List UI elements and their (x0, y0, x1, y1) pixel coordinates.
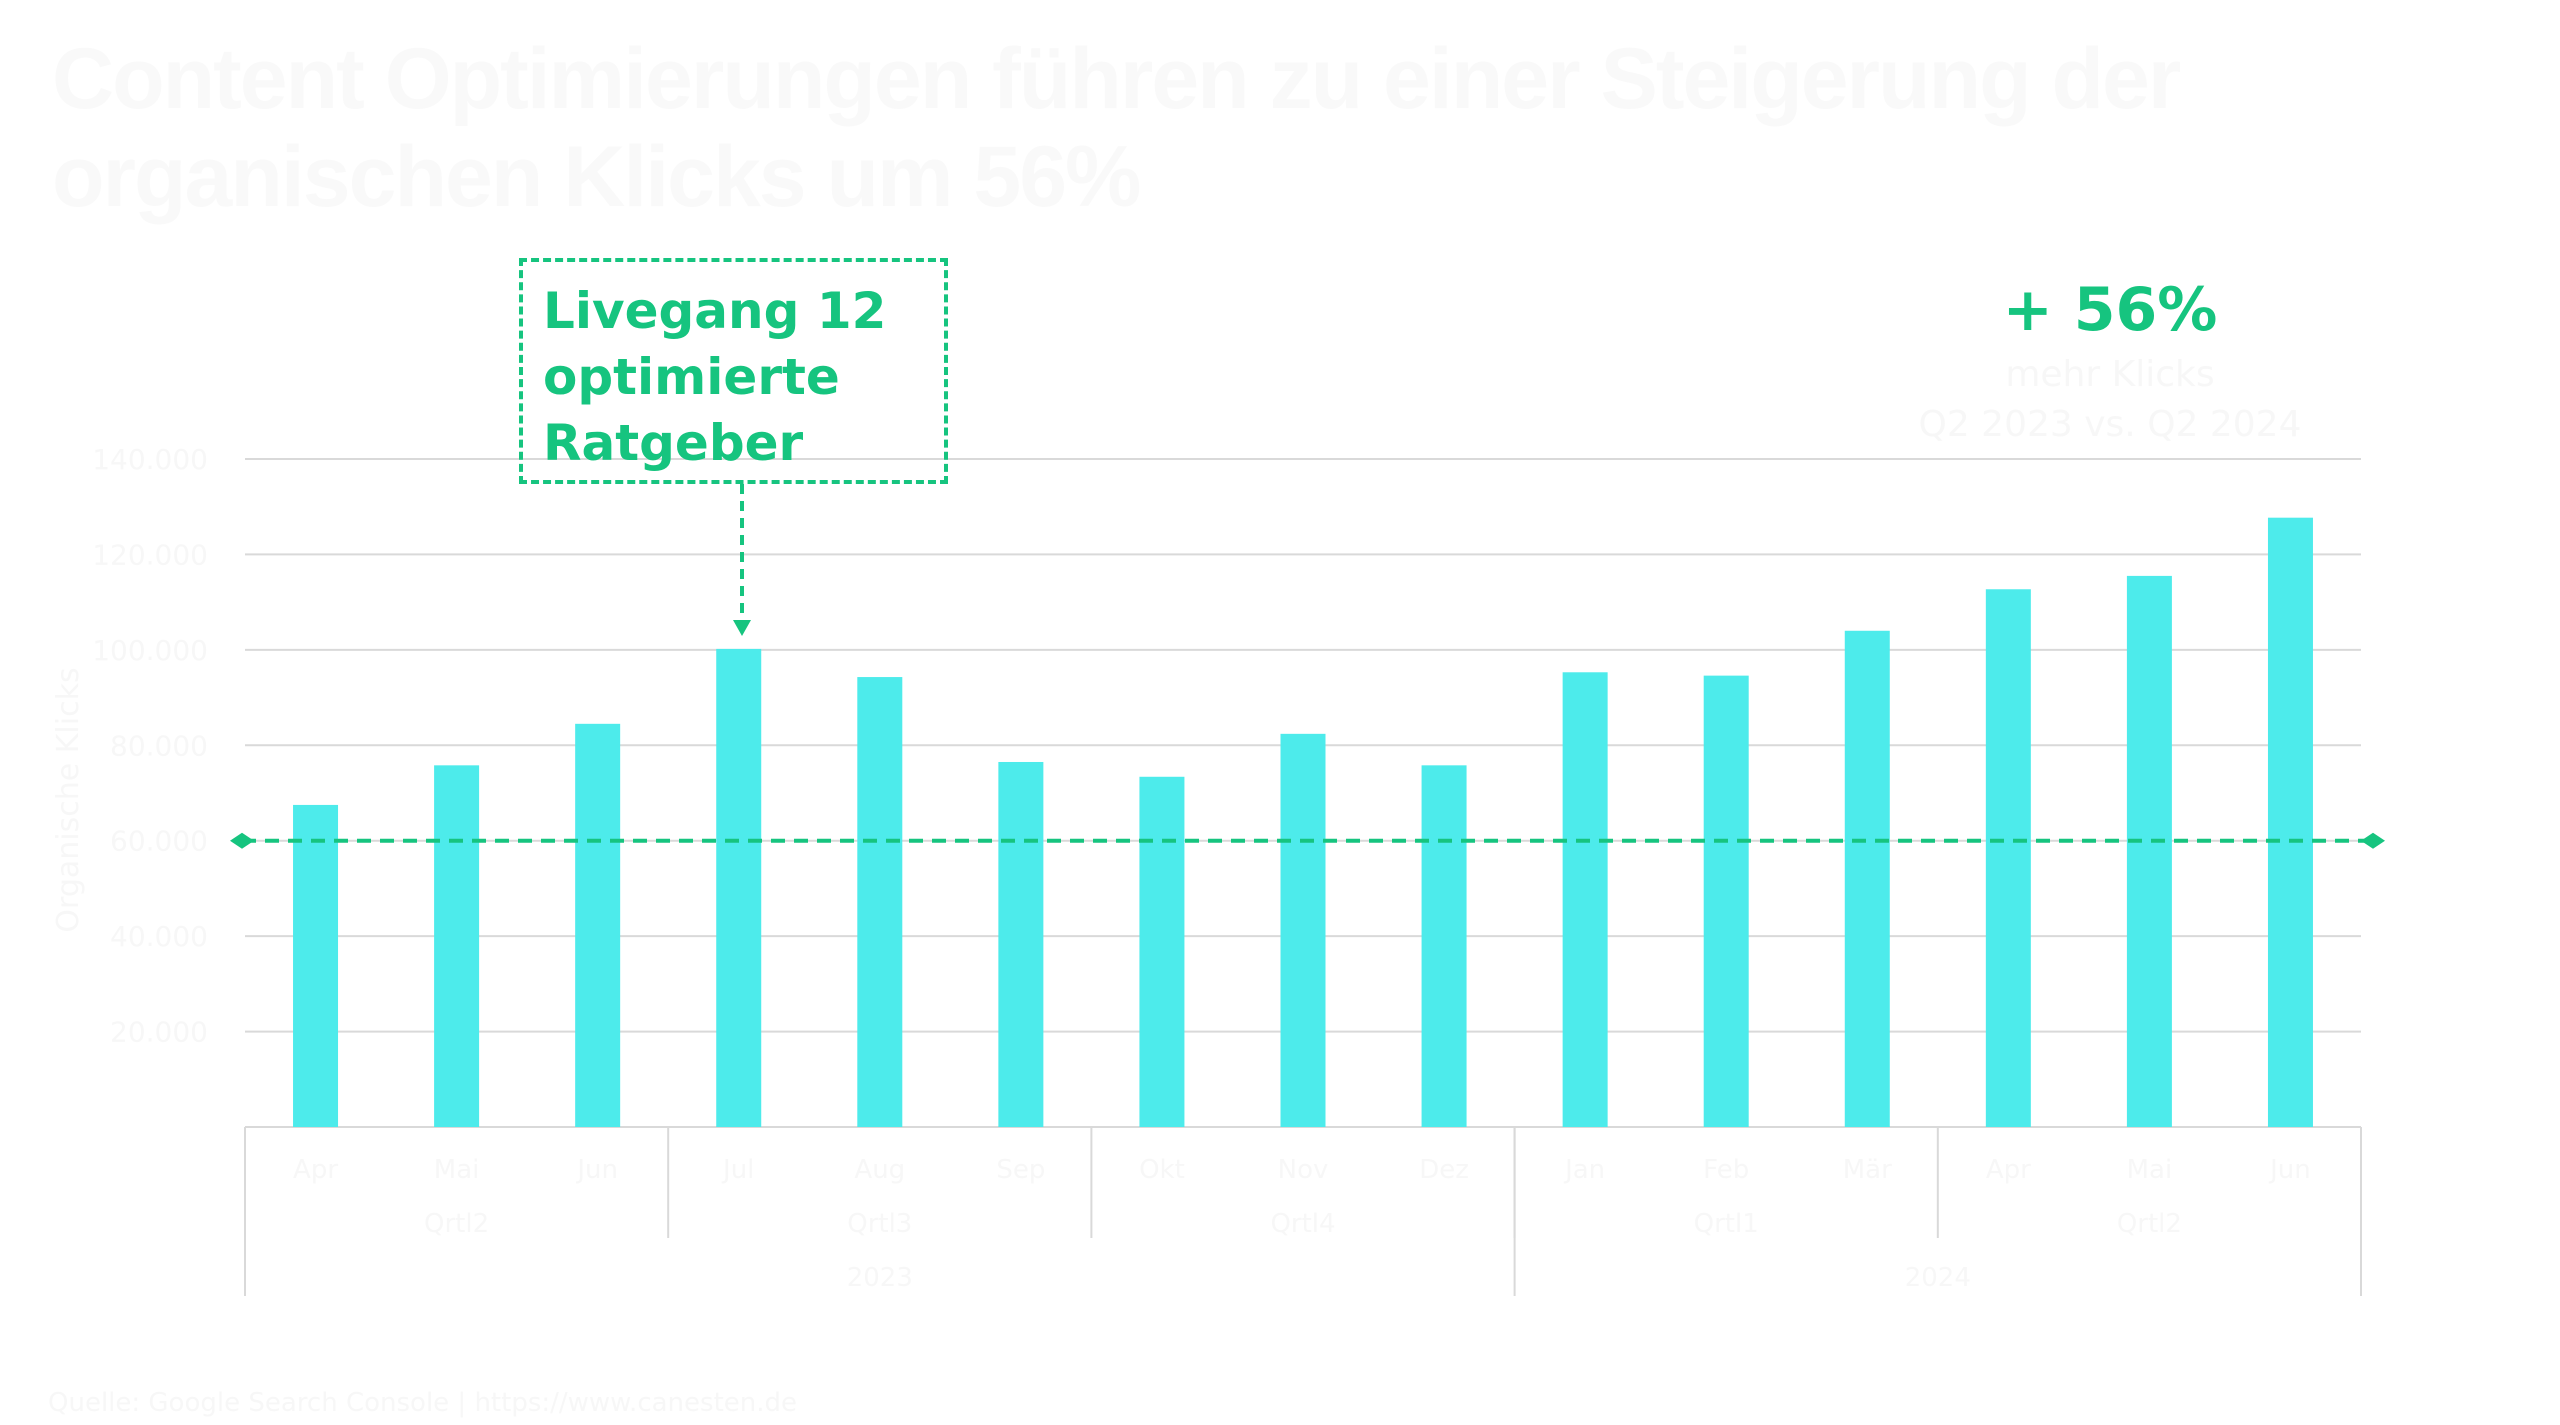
diamond-marker-left (230, 832, 254, 849)
bar (1139, 776, 1185, 1127)
x-tick-label: Mär (1843, 1155, 1892, 1185)
bar (293, 804, 339, 1127)
bar (1421, 765, 1467, 1127)
bar (2126, 575, 2172, 1127)
x-tick-label: Nov (1278, 1155, 1329, 1185)
bar (716, 648, 762, 1127)
x-tick-label: Mai (434, 1155, 480, 1185)
kpi-label: mehr Klicks (2005, 354, 2215, 395)
x-tick-label: Aug (854, 1155, 905, 1185)
y-tick-label: 120.000 (92, 538, 208, 571)
y-axis-label: Organische Klicks (51, 667, 86, 932)
quarter-label: Qrtl2 (2117, 1209, 2182, 1239)
y-tick-label: 140.000 (92, 443, 208, 476)
bar (857, 677, 903, 1127)
x-tick-label: Mai (2127, 1155, 2173, 1185)
quarter-label: Qrtl1 (1694, 1209, 1759, 1239)
x-tick-label: Apr (293, 1155, 338, 1185)
bar (575, 723, 621, 1127)
y-tick-label: 80.000 (110, 729, 208, 762)
kpi-value: + 56% (2002, 275, 2218, 345)
y-tick-label: 40.000 (110, 920, 208, 953)
x-tick-label: Jun (2268, 1155, 2311, 1185)
kpi-callout: + 56% mehr Klicks Q2 2023 vs. Q2 2024 (1900, 270, 2320, 450)
y-tick-label: 100.000 (92, 634, 208, 667)
diamond-marker-right (2361, 832, 2385, 849)
year-label: 2024 (1905, 1263, 1971, 1293)
x-tick-label: Apr (1986, 1155, 2031, 1185)
title-line-1: Content Optimierungen führen zu einer St… (52, 31, 2181, 127)
bar (1844, 630, 1890, 1127)
page-title: Content Optimierungen führen zu einer St… (52, 30, 2352, 226)
arrow-head-icon (733, 620, 751, 636)
quarter-label: Qrtl2 (424, 1209, 489, 1239)
annotation-line-2: optimierte (543, 348, 840, 406)
bar (998, 761, 1044, 1127)
annotation-box: Livegang 12 optimierte Ratgeber (519, 258, 948, 484)
x-tick-label: Sep (996, 1155, 1045, 1185)
bar (1280, 733, 1326, 1127)
x-tick-label: Jan (1563, 1155, 1605, 1185)
bar (1562, 672, 1608, 1127)
x-tick-label: Okt (1139, 1155, 1185, 1185)
annotation-line-3: Ratgeber (543, 414, 804, 472)
annotation-line-1: Livegang 12 (543, 282, 887, 340)
x-tick-label: Jul (721, 1155, 754, 1185)
bar (1985, 589, 2031, 1127)
kpi-period: Q2 2023 vs. Q2 2024 (1918, 404, 2302, 445)
quarter-label: Qrtl3 (847, 1209, 912, 1239)
x-tick-label: Dez (1419, 1155, 1469, 1185)
year-label: 2023 (847, 1263, 913, 1293)
y-tick-label: 20.000 (110, 1016, 208, 1049)
title-line-2: organischen Klicks um 56% (52, 129, 1142, 225)
quarter-label: Qrtl4 (1270, 1209, 1335, 1239)
source-footer: Quelle: Google Search Console | https://… (48, 1388, 797, 1418)
bar (434, 765, 480, 1127)
bar (1703, 675, 1749, 1127)
y-tick-label: 60.000 (110, 825, 208, 858)
x-tick-label: Feb (1703, 1155, 1749, 1185)
x-tick-label: Jun (575, 1155, 618, 1185)
bar (2267, 517, 2313, 1127)
